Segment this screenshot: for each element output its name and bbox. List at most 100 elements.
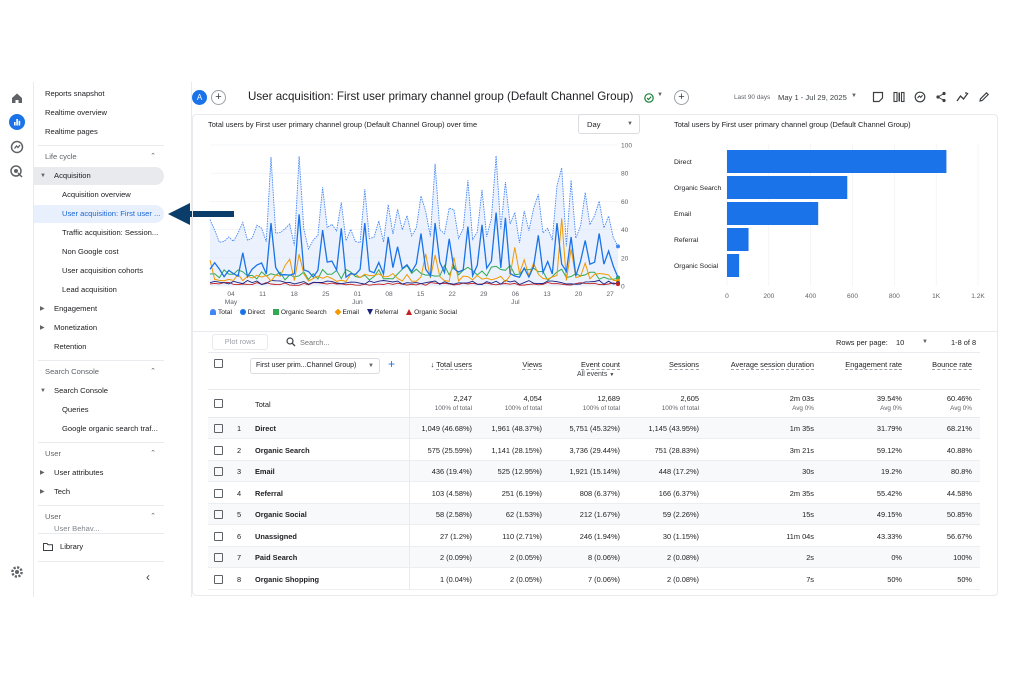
add-icon[interactable]: + (674, 90, 689, 105)
reports-icon[interactable] (9, 114, 25, 130)
table-row[interactable]: 5 Organic Social 58 (2.58%) 62 (1.53%) 212 (… (208, 504, 980, 525)
row-checkbox[interactable] (214, 553, 223, 562)
legend-email[interactable]: Email (334, 308, 359, 316)
table-row[interactable]: 2 Organic Search 575 (25.59%) 1,141 (28.15%… (208, 439, 980, 461)
advertising-icon[interactable] (9, 164, 25, 180)
share-icon[interactable] (935, 91, 947, 103)
sidebar-item-google-organic-search[interactable]: Google organic search traf... (62, 424, 158, 433)
gear-icon[interactable] (9, 564, 25, 580)
select-all-checkbox[interactable] (214, 359, 223, 368)
sidebar-item-realtime-pages[interactable]: Realtime pages (45, 127, 98, 136)
chevron-down-icon[interactable]: ▼ (922, 339, 928, 345)
search-input[interactable] (300, 335, 500, 349)
sidebar-item-lead-acquisition[interactable]: Lead acquisition (62, 285, 117, 294)
sidebar-item-non-google-cost[interactable]: Non Google cost (62, 247, 119, 256)
sidebar-item-acquisition[interactable]: ▼ Acquisition (34, 167, 164, 185)
sidebar-item-library[interactable]: Library (34, 538, 192, 556)
trend-icon[interactable] (956, 91, 969, 103)
section-life-cycle[interactable]: Life cycle ⌃ (34, 148, 192, 166)
series-organic-social-line[interactable] (209, 282, 619, 286)
legend-organic-search[interactable]: Organic Search (272, 309, 327, 316)
sidebar-item-user-acquisition[interactable]: User acquisition: First user ... (34, 205, 164, 223)
sidebar-item-reports-snapshot[interactable]: Reports snapshot (45, 89, 105, 98)
chevron-down-icon[interactable]: ▼ (657, 92, 663, 98)
chevron-down-icon[interactable]: ▼ (851, 93, 857, 99)
sidebar-item-engagement[interactable]: ▶ Engagement (34, 300, 192, 318)
table-row[interactable]: 1 Direct 1,049 (46.68%) 1,961 (48.37%) 5,751… (208, 418, 980, 439)
date-range[interactable]: May 1 - Jul 29, 2025 (778, 93, 847, 102)
insights-icon[interactable] (914, 91, 926, 103)
legend-direct[interactable]: Direct (239, 309, 265, 316)
sidebar-item-traffic-acquisition[interactable]: Traffic acquisition: Session... (62, 228, 159, 237)
row-checkbox[interactable] (214, 445, 223, 455)
plot-rows-button[interactable]: Plot rows (212, 334, 268, 350)
col-sessions[interactable]: Sessions (639, 360, 699, 370)
row-checkbox[interactable] (214, 488, 223, 498)
table-row[interactable]: 6 Unassigned 27 (1.2%) 110 (2.71%) 246 (1.94… (208, 525, 980, 547)
sidebar-item-acquisition-overview[interactable]: Acquisition overview (62, 190, 131, 199)
section-search-console[interactable]: Search Console ⌃ (34, 363, 192, 381)
bar[interactable] (727, 254, 740, 277)
row-checkbox[interactable] (214, 531, 223, 541)
sidebar-item-search-console[interactable]: ▼ Search Console (34, 382, 192, 400)
row-index: 3 (237, 467, 242, 476)
collapse-sidebar-icon[interactable]: ‹ (146, 570, 150, 584)
table-row[interactable]: 4 Referral 103 (4.58%) 251 (6.19%) 808 (6.37… (208, 482, 980, 504)
compare-icon[interactable] (893, 91, 905, 103)
legend-total[interactable]: Total (210, 309, 232, 316)
avatar[interactable]: A (192, 90, 207, 105)
bar[interactable] (727, 176, 848, 199)
table-row[interactable]: 7 Paid Search 2 (0.09%) 2 (0.05%) 8 (0.06%) 2… (208, 547, 980, 568)
row-checkbox[interactable] (214, 574, 223, 584)
section-label: Life cycle (45, 152, 77, 161)
series-end-point[interactable] (616, 282, 620, 287)
col-total-users[interactable]: ↓ Total users (418, 360, 472, 370)
check-circle-icon[interactable] (644, 93, 654, 103)
col-engagement-rate[interactable]: Engagement rate (828, 360, 902, 370)
col-avg-session-duration[interactable]: Average session duration (716, 360, 814, 370)
col-event-count[interactable]: Event count (558, 360, 620, 370)
bar[interactable] (727, 150, 947, 173)
dimension-select[interactable]: First user prim...Channel Group) ▼ (250, 358, 380, 374)
table-row[interactable]: 3 Email 436 (19.4%) 525 (12.95%) 1,921 (15.1… (208, 461, 980, 482)
col-views[interactable]: Views (488, 360, 542, 370)
edit-icon[interactable] (978, 91, 990, 103)
sidebar-item-tech[interactable]: ▶ Tech (34, 483, 192, 501)
series-referral-line[interactable] (209, 279, 619, 286)
row-checkbox[interactable] (214, 424, 223, 433)
row-checkbox[interactable] (214, 510, 223, 519)
bar-chart[interactable]: 0 200 400 600 800 1K 1.2K Direct Organic Search E… (672, 140, 986, 306)
series-email-line[interactable] (209, 218, 619, 283)
sidebar-item-user-acquisition-cohorts[interactable]: User acquisition cohorts (62, 266, 144, 275)
row-cell: 58 (2.58%) (435, 510, 472, 519)
legend-organic-social[interactable]: Organic Social (406, 309, 457, 316)
rows-per-page-select[interactable]: 10 (896, 338, 905, 347)
event-filter-select[interactable]: All events ▼ (577, 371, 614, 378)
explore-icon[interactable] (9, 139, 25, 155)
caret-right-icon: ▶ (40, 470, 45, 476)
sidebar-item-queries[interactable]: Queries (62, 405, 89, 414)
legend-referral[interactable]: Referral (366, 309, 398, 316)
series-total-line[interactable] (209, 155, 619, 251)
section-user-2[interactable]: User ⌃ (34, 508, 192, 526)
table-row[interactable]: 8 Organic Shopping 1 (0.04%) 2 (0.05%) 7 (0.… (208, 568, 980, 590)
series-end-point[interactable] (616, 244, 620, 249)
add-dimension-icon[interactable]: + (388, 357, 396, 371)
section-user[interactable]: User ⌃ (34, 445, 192, 463)
row-checkbox[interactable] (214, 399, 223, 408)
series-direct-line[interactable] (209, 212, 619, 279)
sidebar-item-realtime-overview[interactable]: Realtime overview (45, 108, 108, 117)
bar[interactable] (727, 228, 749, 251)
sidebar-item-user-behavior[interactable]: User Behav... (54, 525, 100, 533)
granularity-select[interactable]: Day ▼ (578, 114, 640, 134)
sidebar-item-user-attributes[interactable]: ▶ User attributes (34, 464, 192, 482)
customize-report-icon[interactable] (872, 91, 884, 103)
add-comparison-icon[interactable]: + (211, 90, 226, 105)
bar[interactable] (727, 202, 819, 225)
sidebar-item-retention[interactable]: Retention (54, 342, 87, 351)
col-bounce-rate[interactable]: Bounce rate (916, 360, 972, 370)
sidebar-item-monetization[interactable]: ▶ Monetization (34, 319, 192, 337)
row-checkbox[interactable] (214, 467, 223, 476)
home-icon[interactable] (9, 90, 25, 106)
